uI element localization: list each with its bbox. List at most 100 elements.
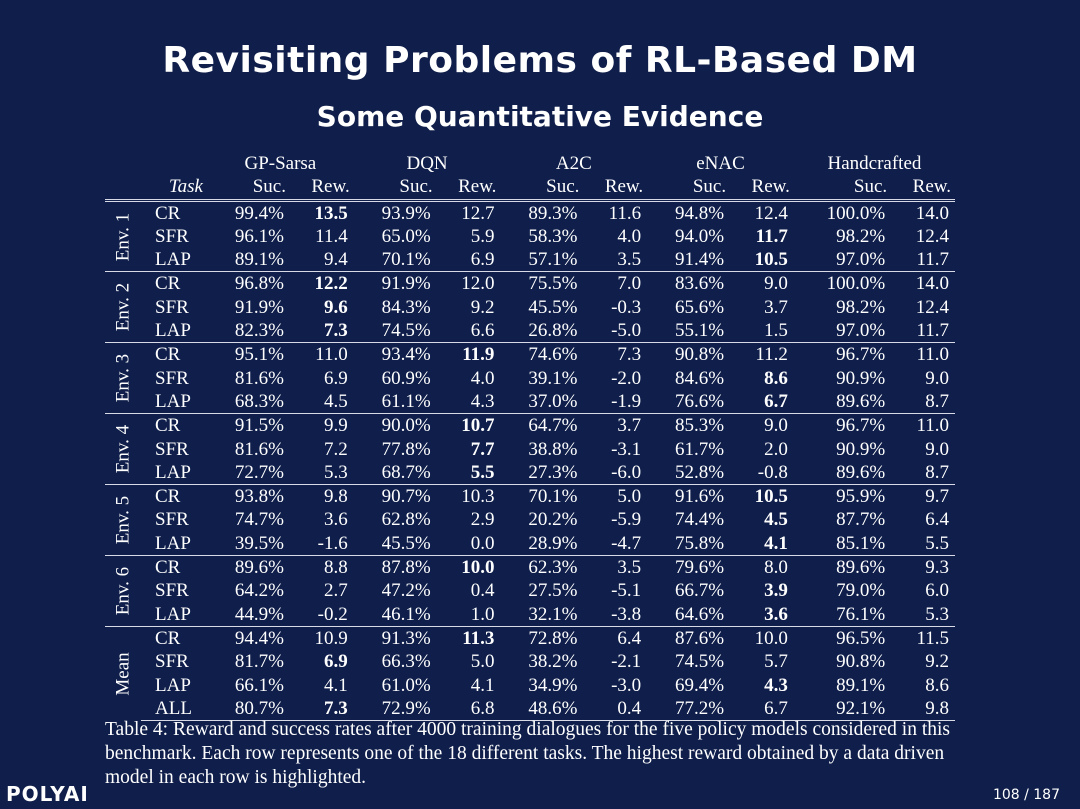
task-cell: SFR <box>155 438 189 460</box>
success-cell: 87.7% <box>836 509 886 531</box>
environment-group-label: Mean <box>105 625 141 721</box>
success-cell: 84.6% <box>675 367 725 389</box>
success-cell: 89.3% <box>500 198 584 225</box>
reward-cell: -3.1 <box>611 438 642 460</box>
reward-cell: 5.3 <box>925 603 949 625</box>
reward-cell: 7.0 <box>583 271 648 296</box>
reward-cell: 3.6 <box>323 509 348 531</box>
reward-cell: 12.4 <box>730 198 794 225</box>
reward-header: Rew. <box>604 176 644 198</box>
reward-cell: 9.6 <box>323 296 348 318</box>
success-cell: 92.1% <box>793 696 892 722</box>
success-cell: 47.2% <box>381 580 431 602</box>
slide-subtitle: Some Quantitative Evidence <box>316 100 764 133</box>
success-cell: 89.6% <box>836 461 886 483</box>
success-cell: 82.3% <box>234 320 284 342</box>
success-cell: 97.0% <box>836 249 886 271</box>
success-cell: 85.1% <box>836 532 886 554</box>
reward-cell: 8.7 <box>925 461 949 483</box>
reward-cell: 6.9 <box>323 651 348 673</box>
success-cell: 65.0% <box>381 225 431 247</box>
reward-cell: 10.3 <box>436 484 501 509</box>
success-cell: 90.9% <box>836 438 886 460</box>
success-cell: 76.6% <box>675 390 725 412</box>
task-cell: ALL <box>141 696 207 722</box>
reward-cell: 11.6 <box>583 198 648 225</box>
reward-cell: 7.7 <box>470 438 495 460</box>
table-row: LAP 68.3% 4.5 61.1% 4.3 37.0% -1.9 76.6% 6.7 89.6… <box>105 390 955 414</box>
polyai-logo: POLYAI <box>6 782 89 806</box>
success-cell: 70.1% <box>381 249 431 271</box>
reward-cell: 7.2 <box>323 438 348 460</box>
table-row: SFR 64.2% 2.7 47.2% 0.4 27.5% -5.1 66.7% 3.9 79.0… <box>105 579 955 602</box>
reward-cell: 6.4 <box>583 625 648 651</box>
success-cell: 74.5% <box>675 651 725 673</box>
success-cell: 79.6% <box>647 555 731 580</box>
reward-cell: -0.2 <box>317 603 348 625</box>
reward-cell: 6.4 <box>925 509 949 531</box>
success-cell: 87.6% <box>647 625 731 651</box>
task-cell: CR <box>141 413 207 438</box>
reward-cell: 10.7 <box>436 413 501 438</box>
success-cell: 96.7% <box>793 342 892 367</box>
success-cell: 89.6% <box>836 390 886 412</box>
reward-cell: 3.9 <box>764 580 788 602</box>
table-header: GP-Sarsa DQN A2C eNAC Handcrafted Task S… <box>105 152 955 200</box>
success-cell: 89.1% <box>234 249 284 271</box>
success-cell: 97.0% <box>836 320 886 342</box>
reward-cell: 7.3 <box>323 320 348 342</box>
reward-cell: 8.6 <box>764 367 788 389</box>
success-cell: 64.7% <box>500 413 584 438</box>
success-cell: 77.2% <box>647 696 731 722</box>
table-row: Env. 2 CR 96.8% 12.2 91.9% 12.0 75.5% 7.0 83.6% 9… <box>105 271 955 343</box>
table-row: Env. 6 CR 89.6% 8.8 87.8% 10.0 62.3% 3.5 79.6% 8.… <box>105 555 955 627</box>
success-cell: 91.5% <box>207 413 290 438</box>
success-cell: 27.5% <box>528 580 578 602</box>
model-header: Handcrafted <box>827 153 922 174</box>
reward-cell: 9.2 <box>925 651 949 673</box>
success-cell: 74.5% <box>381 320 431 342</box>
reward-cell: 8.6 <box>925 674 949 696</box>
environment-group-label: Env. 4 <box>105 413 141 485</box>
success-header: Suc. <box>399 176 433 198</box>
success-cell: 61.0% <box>381 674 431 696</box>
reward-cell: 2.0 <box>764 438 788 460</box>
table-row: Env. 3 CR 95.1% 11.0 93.4% 11.9 74.6% 7.3 90.8% 1… <box>105 342 955 414</box>
success-cell: 87.8% <box>353 555 437 580</box>
reward-cell: 7.3 <box>583 342 648 367</box>
reward-cell: 0.4 <box>470 580 495 602</box>
success-cell: 90.8% <box>647 342 731 367</box>
task-cell: CR <box>141 625 207 651</box>
environment-group-label: Env. 3 <box>105 342 141 414</box>
task-cell: SFR <box>155 225 189 247</box>
task-cell: CR <box>141 198 207 225</box>
slide-title: Revisiting Problems of RL-Based DM <box>162 40 918 81</box>
success-cell: 94.0% <box>675 225 725 247</box>
success-cell: 91.9% <box>353 271 437 296</box>
reward-cell: -6.0 <box>611 461 642 483</box>
success-cell: 75.5% <box>500 271 584 296</box>
success-cell: 26.8% <box>528 320 578 342</box>
environment-label: Env. 3 <box>112 354 134 403</box>
reward-cell: 11.0 <box>289 342 354 367</box>
success-cell: 45.5% <box>381 532 431 554</box>
reward-cell: -0.8 <box>757 461 788 483</box>
success-cell: 76.1% <box>836 603 886 625</box>
table-row: LAP 72.7% 5.3 68.7% 5.5 27.3% -6.0 52.8% -0.8 89.… <box>105 461 955 485</box>
success-cell: 45.5% <box>528 296 578 318</box>
success-cell: 34.9% <box>528 674 578 696</box>
results-table-container: GP-Sarsa DQN A2C eNAC Handcrafted Task S… <box>105 152 955 722</box>
reward-cell: 12.4 <box>915 225 949 247</box>
reward-cell: 6.7 <box>764 390 788 412</box>
task-cell: LAP <box>155 390 191 412</box>
success-cell: 60.9% <box>381 367 431 389</box>
success-cell: 91.9% <box>234 296 284 318</box>
reward-cell: 5.5 <box>925 532 949 554</box>
success-cell: 28.9% <box>528 532 578 554</box>
success-cell: 91.4% <box>675 249 725 271</box>
reward-header: Rew. <box>751 176 790 198</box>
success-cell: 99.4% <box>207 198 290 225</box>
reward-cell: 6.8 <box>436 696 501 722</box>
task-cell: LAP <box>155 532 191 554</box>
reward-header: Rew. <box>311 176 350 198</box>
